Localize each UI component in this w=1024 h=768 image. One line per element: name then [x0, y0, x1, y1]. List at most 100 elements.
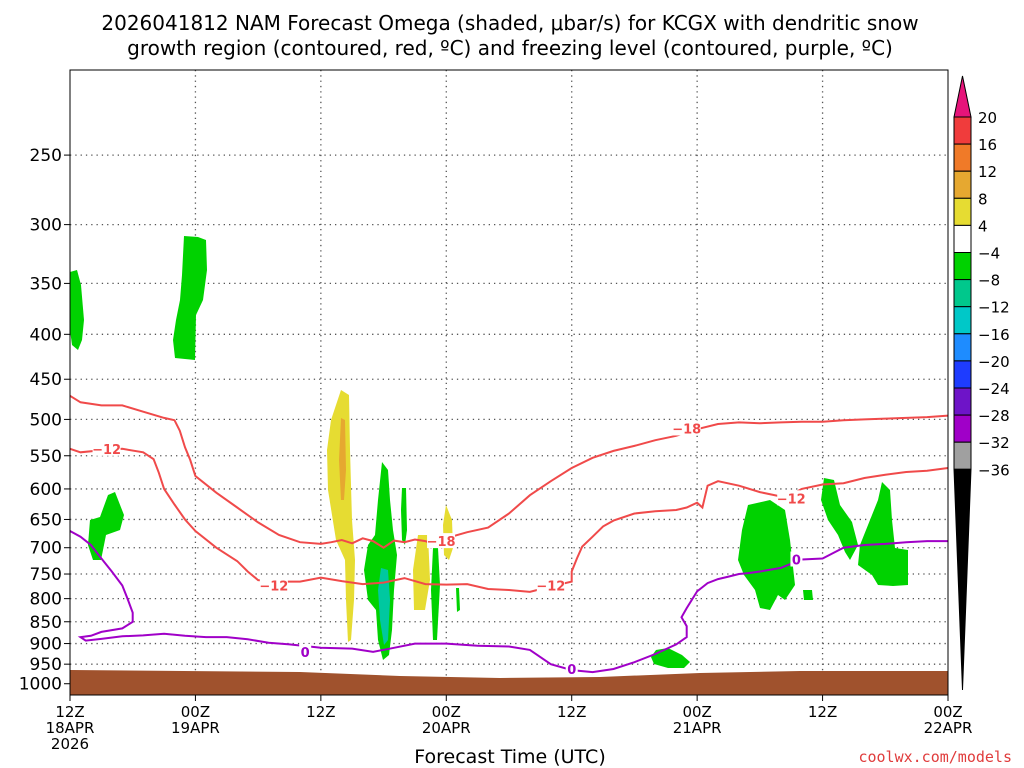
colorbar-label: −20: [978, 353, 1010, 371]
contours: −12 −12 −18 −12 −18 −12 0 0 0: [69, 394, 949, 678]
colorbar-swatch: [953, 441, 972, 470]
x-tick-label: 22APR: [924, 719, 973, 737]
y-tick-label: 700: [30, 539, 62, 559]
x-tick-label: 19APR: [171, 719, 220, 737]
contour-label-bg: [536, 577, 565, 593]
y-axis: 2503003504004505005506006507007508008509…: [19, 146, 70, 695]
colorbar-label: −16: [978, 326, 1010, 344]
y-tick-label: 400: [30, 325, 62, 345]
colorbar-label: −32: [978, 434, 1010, 452]
colorbar-swatch: [953, 116, 972, 145]
title: 2026041812 NAM Forecast Omega (shaded, μ…: [101, 11, 918, 60]
omega-sink-core: [339, 418, 346, 500]
omega-cell: [858, 482, 908, 586]
omega-cell: [401, 488, 407, 545]
omega-sink-cell: [443, 505, 453, 560]
colorbar-label: −4: [978, 245, 1000, 263]
colorbar-swatch: [953, 170, 972, 199]
colorbar-swatch: [953, 387, 972, 416]
contour-label-bg: [565, 660, 578, 676]
title-line-1: 2026041812 NAM Forecast Omega (shaded, μ…: [101, 11, 918, 35]
plot-frame: [69, 69, 949, 696]
x-tick-label: 12Z: [306, 703, 335, 721]
omega-cell: [803, 590, 813, 600]
x-tick-label: 00Z: [682, 703, 711, 721]
colorbar-swatch: [953, 414, 972, 443]
x-tick-label: 12Z: [808, 703, 837, 721]
colorbar-swatch: [953, 143, 972, 172]
contour-label: 0: [567, 663, 576, 678]
contour-label: −12: [92, 443, 121, 458]
x-tick-label: 12Z: [55, 703, 84, 721]
x-tick-label: 20APR: [422, 719, 471, 737]
y-tick-label: 650: [30, 510, 62, 530]
y-tick-label: 500: [30, 410, 62, 430]
x-tick-label: 00Z: [432, 703, 461, 721]
colorbar-label: −12: [978, 299, 1010, 317]
omega-cell: [821, 478, 858, 560]
colorbar-label: −28: [978, 407, 1010, 425]
omega-cell: [173, 236, 207, 360]
omega-cell: [651, 648, 690, 668]
watermark: coolwx.com/models: [858, 748, 1012, 766]
colorbar-swatch: [953, 197, 972, 226]
omega-core: [378, 568, 390, 645]
omega-sink-cell: [413, 535, 430, 610]
omega-cell: [88, 492, 124, 560]
y-tick-label: 300: [30, 216, 62, 236]
contour-label-bg: [427, 533, 456, 549]
y-tick-label: 1000: [19, 675, 62, 695]
y-tick-label: 550: [30, 447, 62, 467]
colorbar-label: 12: [978, 163, 997, 181]
contour-label: −12: [259, 580, 288, 595]
x-tick-label: 00Z: [933, 703, 962, 721]
x-tick-label: 18APR: [46, 719, 95, 737]
colorbar-bottom-arrow: [953, 468, 972, 691]
colorbar-swatch: [953, 252, 972, 281]
colorbar-swatch: [953, 333, 972, 362]
contour-label-bg: [672, 420, 701, 436]
omega-cell: [456, 588, 460, 612]
contour-label: −18: [427, 535, 456, 550]
colorbar-label: −24: [978, 380, 1010, 398]
colorbar-label: 4: [978, 217, 988, 235]
colorbar-top-arrow: [953, 75, 972, 118]
y-tick-label: 750: [30, 565, 62, 585]
title-line-2: growth region (contoured, red, ºC) and f…: [127, 36, 893, 60]
x-tick-label: 12Z: [557, 703, 586, 721]
x-tick-label: 00Z: [181, 703, 210, 721]
colorbar-swatch: [953, 306, 972, 335]
contour-label-bg: [299, 643, 312, 659]
contour-label-bg: [790, 551, 803, 567]
colorbar-label: −8: [978, 272, 1000, 290]
contour-label-bg: [92, 440, 121, 456]
contour-label: −12: [777, 492, 806, 507]
ground-below-surface: [70, 670, 948, 695]
contour-label: −12: [536, 580, 565, 595]
y-tick-label: 900: [30, 635, 62, 655]
colorbar-swatch: [953, 224, 972, 253]
y-tick-label: 600: [30, 480, 62, 500]
x-tick-label: 21APR: [673, 719, 722, 737]
y-tick-label: 250: [30, 146, 62, 166]
x-axis-label: Forecast Time (UTC): [414, 746, 605, 768]
colorbar-swatch: [953, 279, 972, 308]
dgz-minus18-contour: [69, 394, 949, 549]
omega-cell: [738, 500, 795, 610]
contour-label: 0: [792, 554, 801, 569]
omega-cell: [70, 270, 84, 350]
colorbar-label: 16: [978, 136, 997, 154]
omega-shading: [70, 236, 948, 695]
y-tick-label: 800: [30, 590, 62, 610]
contour-label-bg: [259, 577, 288, 593]
freezing-level-contour: [69, 530, 948, 674]
dgz-minus12-contour: [69, 447, 949, 593]
contour-labels: −12 −12 −18 −12 −18 −12 0 0 0: [92, 420, 806, 678]
grid: [70, 70, 948, 695]
omega-cell: [431, 548, 440, 640]
y-tick-label: 350: [30, 274, 62, 294]
y-tick-label: 450: [30, 370, 62, 390]
x-tick-label: 2026: [51, 735, 89, 753]
